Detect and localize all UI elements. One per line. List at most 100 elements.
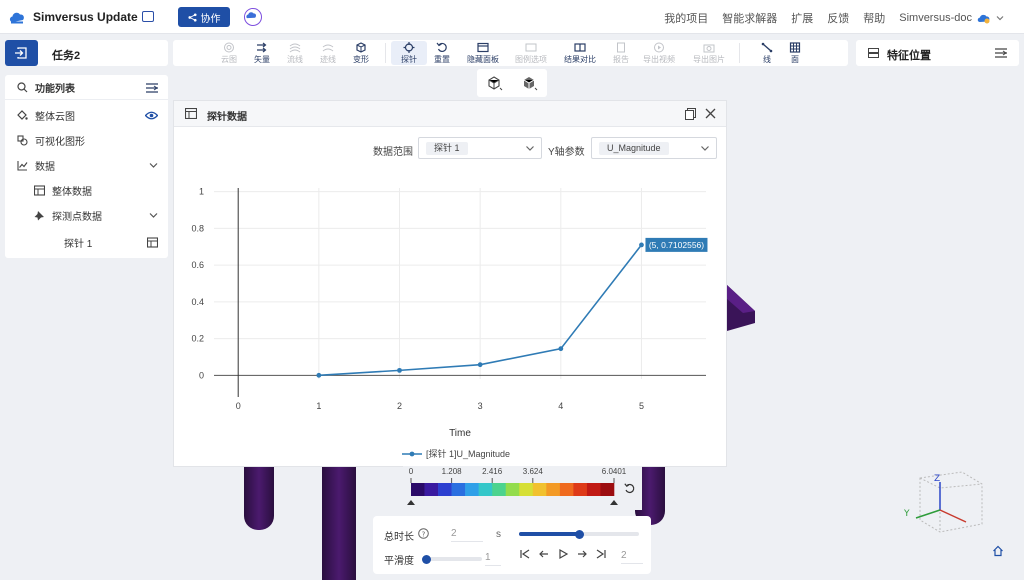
legend-label: [探针 1]U_Magnitude bbox=[426, 448, 510, 459]
search-list-icon bbox=[17, 81, 28, 92]
tool-vector[interactable]: 矢量 bbox=[244, 41, 280, 65]
collaborate-button[interactable]: 协作 bbox=[178, 7, 230, 27]
color-legend-bar: 0 1.208 2.416 3.624 6.0401 bbox=[407, 467, 627, 505]
task-title: 任务2 bbox=[52, 50, 81, 62]
project-box-icon[interactable] bbox=[142, 11, 154, 22]
user-menu[interactable]: Simversus-doc bbox=[899, 12, 1004, 24]
nav-feedback[interactable]: 反馈 bbox=[827, 13, 850, 25]
color-swatch bbox=[424, 483, 439, 496]
user-avatar-icon bbox=[977, 14, 990, 24]
function-list-header: 功能列表 bbox=[5, 75, 168, 100]
tool-export-image[interactable]: 导出图片 bbox=[689, 41, 729, 65]
table-icon[interactable] bbox=[147, 237, 158, 248]
skip-start-icon[interactable] bbox=[519, 548, 531, 560]
smooth-slider[interactable] bbox=[424, 557, 482, 561]
avatar[interactable] bbox=[244, 8, 262, 26]
iso-view-icon[interactable] bbox=[487, 76, 503, 91]
eye-icon[interactable] bbox=[145, 111, 158, 120]
func-item-contour[interactable]: 整体云图 bbox=[5, 103, 168, 128]
tool-line[interactable]: 线 bbox=[749, 41, 785, 65]
nav-smart-solver[interactable]: 智能求解器 bbox=[722, 13, 778, 25]
frame-input[interactable]: 2 bbox=[621, 550, 643, 564]
data-point bbox=[477, 362, 483, 368]
solid-view-icon[interactable] bbox=[522, 76, 538, 91]
svg-text:Y: Y bbox=[903, 509, 910, 519]
smooth-slider-knob[interactable] bbox=[422, 554, 431, 564]
svg-text:?: ? bbox=[422, 530, 426, 538]
login-arrow-icon bbox=[15, 47, 27, 59]
reset-legend-icon[interactable] bbox=[624, 483, 635, 494]
simversus-logo-icon bbox=[9, 12, 24, 24]
chevron-down-icon bbox=[526, 146, 534, 151]
nav-my-projects[interactable]: 我的项目 bbox=[664, 13, 709, 25]
x-axis-label: Time bbox=[449, 428, 471, 439]
tool-streamline[interactable]: 流线 bbox=[277, 41, 313, 65]
feature-menu-icon[interactable] bbox=[995, 48, 1007, 58]
color-tick-label: 3.624 bbox=[523, 467, 544, 476]
tool-legend-options[interactable]: 图例选项 bbox=[511, 41, 551, 65]
chevron-down-icon bbox=[996, 16, 1004, 21]
smooth-input[interactable]: 1 bbox=[485, 552, 501, 566]
streamline-icon bbox=[289, 43, 301, 53]
tool-export-video[interactable]: 导出视频 bbox=[639, 41, 679, 65]
tool-contour[interactable]: 云图 bbox=[211, 41, 247, 65]
tool-report[interactable]: 报告 bbox=[603, 41, 639, 65]
chevron-down-icon[interactable] bbox=[149, 212, 158, 219]
duration-input[interactable]: 2 bbox=[451, 528, 483, 542]
line-chart-icon bbox=[17, 161, 28, 171]
play-icon[interactable] bbox=[557, 548, 569, 560]
y-param-select[interactable]: U_Magnitude bbox=[591, 137, 717, 159]
skip-end-icon[interactable] bbox=[595, 548, 607, 560]
camera-icon bbox=[703, 44, 715, 53]
feature-title: 特征位置 bbox=[887, 50, 931, 62]
color-swatch bbox=[505, 483, 520, 496]
legend-icon bbox=[525, 43, 537, 52]
tool-reset[interactable]: 重置 bbox=[424, 41, 460, 65]
y-tick-label: 0 bbox=[199, 370, 204, 380]
nav-help[interactable]: 帮助 bbox=[863, 13, 886, 25]
duration-slider-knob[interactable] bbox=[574, 529, 584, 539]
list-settings-icon[interactable] bbox=[146, 83, 158, 93]
tool-hide-panel[interactable]: 隐藏面板 bbox=[463, 41, 503, 65]
func-item-data[interactable]: 数据 bbox=[5, 153, 168, 178]
x-tick-label: 0 bbox=[236, 401, 241, 411]
help-circle-icon[interactable]: ? bbox=[418, 528, 429, 539]
shapes-icon bbox=[17, 135, 28, 146]
y-tick-label: 0.2 bbox=[191, 334, 204, 344]
task-panel: 任务2 bbox=[5, 40, 168, 66]
grid-plane-icon bbox=[789, 42, 801, 53]
arrow-left-icon[interactable] bbox=[538, 548, 550, 560]
x-tick-label: 2 bbox=[397, 401, 402, 411]
x-tick-label: 3 bbox=[478, 401, 483, 411]
range-label: 数据范围 bbox=[373, 147, 413, 158]
tool-compare[interactable]: 结果对比 bbox=[560, 41, 600, 65]
tool-plane[interactable]: 面 bbox=[777, 41, 813, 65]
export-file-icon[interactable] bbox=[685, 108, 696, 120]
func-item-overall-data[interactable]: 整体数据 bbox=[5, 178, 168, 203]
range-select[interactable]: 探针 1 bbox=[418, 137, 542, 159]
func-item-probe-1[interactable]: 探针 1 bbox=[5, 230, 168, 255]
paint-bucket-icon bbox=[17, 110, 28, 120]
smooth-label: 平滑度 bbox=[384, 556, 414, 567]
color-swatch bbox=[546, 483, 561, 496]
crosshair-icon bbox=[403, 42, 415, 53]
close-icon[interactable] bbox=[705, 108, 716, 119]
nav-extensions[interactable]: 扩展 bbox=[791, 13, 814, 25]
tool-deform[interactable]: 变形 bbox=[343, 41, 379, 65]
color-swatch bbox=[519, 483, 534, 496]
home-icon[interactable] bbox=[992, 545, 1004, 557]
data-point bbox=[639, 242, 644, 248]
deform-icon bbox=[356, 42, 366, 53]
color-swatch bbox=[478, 483, 493, 496]
func-item-shapes[interactable]: 可视化图形 bbox=[5, 128, 168, 153]
color-tick-label: 6.0401 bbox=[602, 467, 627, 476]
toolbar: 云图 矢量 流线 迹线 变形 探针 重置 隐藏面板 图例选项 结果对比 报告 bbox=[173, 40, 848, 66]
task-toggle-button[interactable] bbox=[5, 40, 38, 66]
color-swatch bbox=[492, 483, 507, 496]
axis-orientation-cube[interactable]: Z Y bbox=[900, 466, 990, 538]
chevron-down-icon[interactable] bbox=[149, 162, 158, 169]
func-item-probe-data[interactable]: 探测点数据 bbox=[5, 203, 168, 228]
tool-pathline[interactable]: 迹线 bbox=[310, 41, 346, 65]
tool-probe[interactable]: 探针 bbox=[391, 41, 427, 65]
arrow-right-icon[interactable] bbox=[576, 548, 588, 560]
